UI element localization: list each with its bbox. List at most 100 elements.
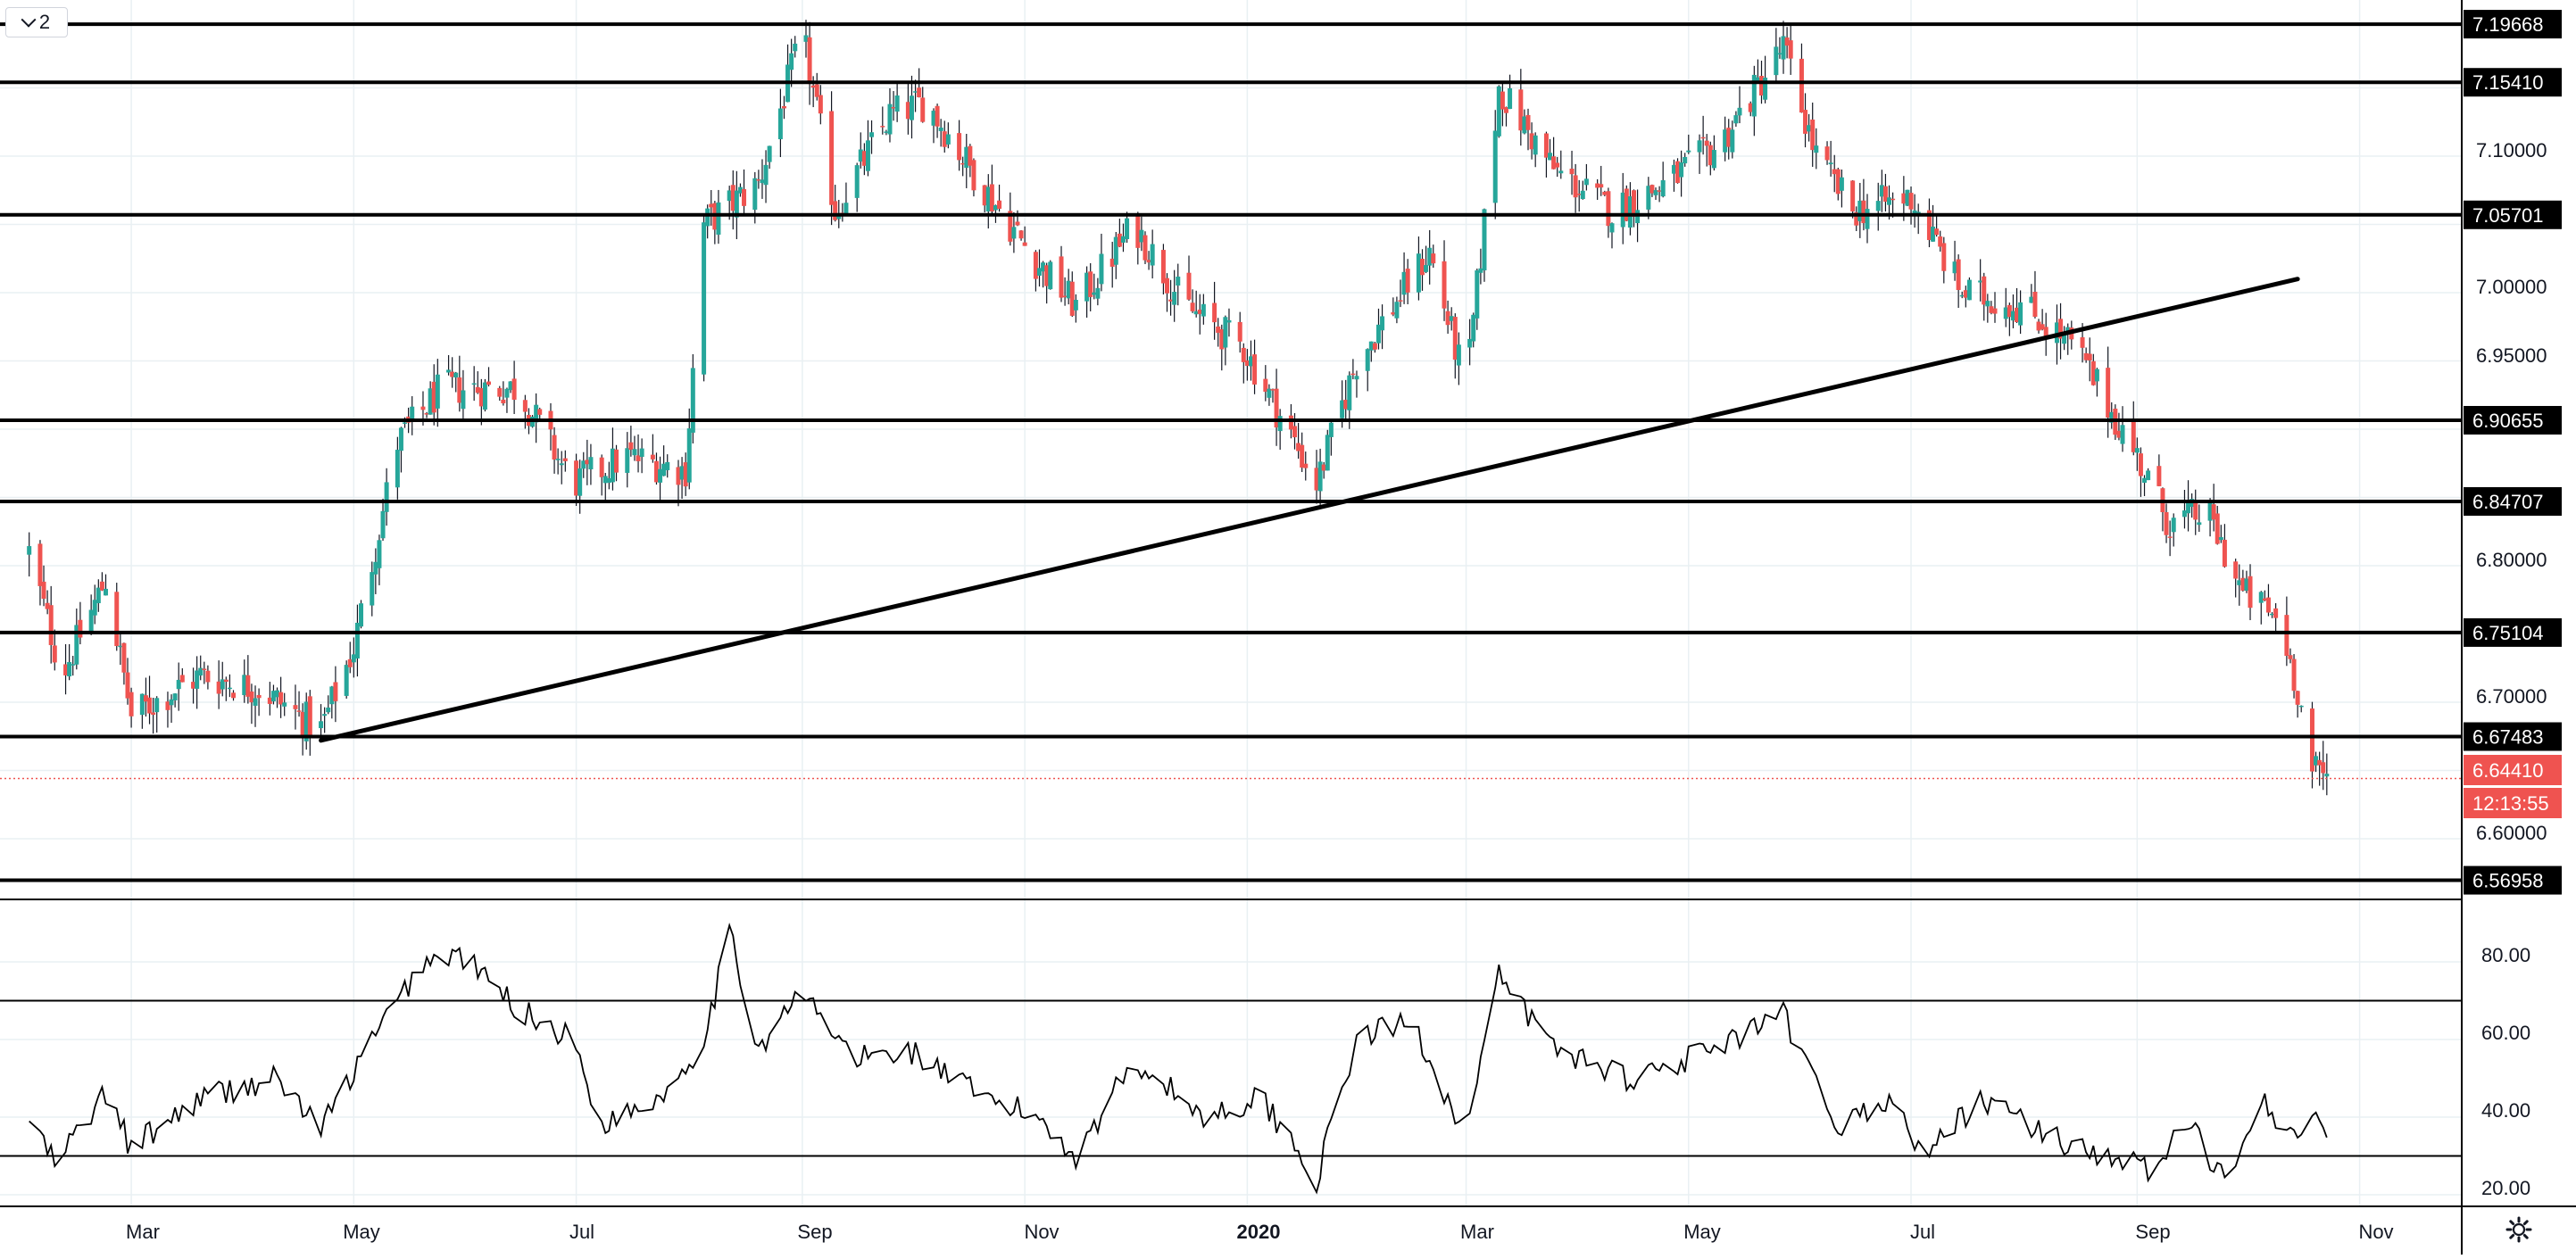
candle-up	[702, 222, 707, 375]
candle-up	[658, 468, 663, 483]
candle-down	[1748, 103, 1753, 112]
candle-down	[1244, 360, 1250, 367]
candle-down	[1525, 114, 1531, 130]
candle-up	[1496, 86, 1501, 137]
rsi-axis[interactable]: 80.00 60.00 40.00 20.00	[2481, 944, 2530, 1199]
candle-down	[1835, 169, 1841, 195]
candle-up	[351, 654, 356, 663]
candle-up	[894, 95, 900, 112]
candle-up	[2171, 518, 2176, 533]
candle-up	[913, 91, 918, 93]
timeframe-label: 2	[38, 11, 51, 33]
candle-up	[172, 693, 178, 700]
time-label: May	[1683, 1221, 1721, 1243]
candle-up	[322, 714, 328, 716]
candle-up	[760, 179, 765, 184]
candle-up	[370, 572, 375, 606]
candle-up	[763, 164, 769, 186]
candle-up	[1646, 186, 1651, 210]
candle-down	[1452, 317, 1458, 360]
candle-up	[716, 202, 721, 235]
candle-down	[599, 457, 604, 477]
candle-down	[2083, 352, 2089, 360]
candle-down	[478, 387, 484, 407]
settings-button[interactable]	[2499, 1210, 2539, 1249]
candle-down	[2211, 504, 2216, 520]
candle-down	[129, 692, 134, 716]
candle-down	[48, 605, 54, 645]
candle-up	[1966, 279, 1972, 301]
candle-up	[482, 382, 487, 410]
time-label: Nov	[2358, 1221, 2393, 1243]
level-label-box	[2464, 405, 2562, 435]
candle-up	[2109, 411, 2115, 423]
candle-down	[905, 102, 910, 120]
candle-down	[989, 184, 994, 211]
time-axis[interactable]: Mar May Jul Sep Nov 2020 Mar May Jul Sep…	[126, 1221, 2394, 1243]
candle-down	[1992, 308, 1998, 314]
candle-down	[1726, 128, 1732, 147]
candle-down	[1216, 326, 1221, 333]
candle-down	[1941, 243, 1947, 271]
candle-up	[1084, 272, 1090, 302]
candle-down	[511, 378, 517, 400]
candle-down	[216, 681, 221, 694]
candle-down	[614, 449, 619, 473]
candle-down	[1033, 252, 1038, 279]
candle-up	[2094, 369, 2099, 382]
candle-down	[165, 701, 170, 710]
price-axis[interactable]: 6.60000 6.70000 6.80000 6.95000 7.00000 …	[2476, 139, 2547, 844]
candle-down	[1854, 211, 1859, 226]
candle-down	[1186, 272, 1192, 300]
candle-up	[2120, 425, 2125, 444]
candle-up	[1340, 400, 1345, 418]
candle-down	[2288, 655, 2293, 659]
candle-down	[1606, 191, 1611, 227]
candle-down	[1274, 388, 1279, 428]
candle-down	[121, 642, 127, 673]
candle-up	[27, 546, 32, 555]
candle-down	[1908, 193, 1914, 210]
candle-down	[1657, 190, 1662, 192]
level-label-text: 7.19668	[2472, 13, 2544, 36]
candle-down	[1982, 276, 1987, 305]
candle-up	[588, 457, 594, 469]
timeframe-button[interactable]: 2	[5, 7, 68, 37]
candle-down	[1135, 214, 1141, 248]
candle-down	[537, 409, 543, 415]
candle-down	[2043, 327, 2048, 336]
candle-up	[854, 165, 860, 198]
candle-up	[1467, 338, 1473, 348]
candle-up	[446, 369, 452, 373]
candle-down	[245, 675, 251, 697]
rsi-tick: 40.00	[2481, 1099, 2530, 1122]
candle-down	[2015, 307, 2020, 323]
candle-down	[1088, 271, 1093, 297]
candle-down	[1008, 211, 1013, 242]
candle-down	[125, 672, 130, 699]
candle-down	[1168, 299, 1174, 302]
candle-up	[471, 383, 477, 385]
candle-down	[2215, 513, 2220, 544]
candle-up	[359, 603, 364, 627]
candle-down	[1799, 58, 1804, 113]
candle-down	[2262, 598, 2267, 601]
candle-up	[74, 625, 79, 665]
candle-up	[1777, 53, 1782, 55]
candle-down	[1555, 162, 1560, 168]
candle-down	[1956, 259, 1961, 291]
candle-up	[198, 667, 204, 676]
candle-up	[1912, 210, 1917, 215]
candle-down	[1934, 228, 1940, 236]
candle-up	[767, 145, 772, 162]
candle-down	[942, 131, 947, 147]
candle-up	[581, 460, 586, 469]
candle-down	[709, 203, 714, 208]
candle-down	[486, 381, 492, 385]
trendline[interactable]	[319, 277, 2300, 743]
candle-up	[1478, 268, 1483, 273]
candle-down	[1810, 119, 1816, 151]
candle-down	[1938, 236, 1943, 247]
candle-up	[398, 427, 403, 451]
candle-up	[884, 131, 889, 133]
